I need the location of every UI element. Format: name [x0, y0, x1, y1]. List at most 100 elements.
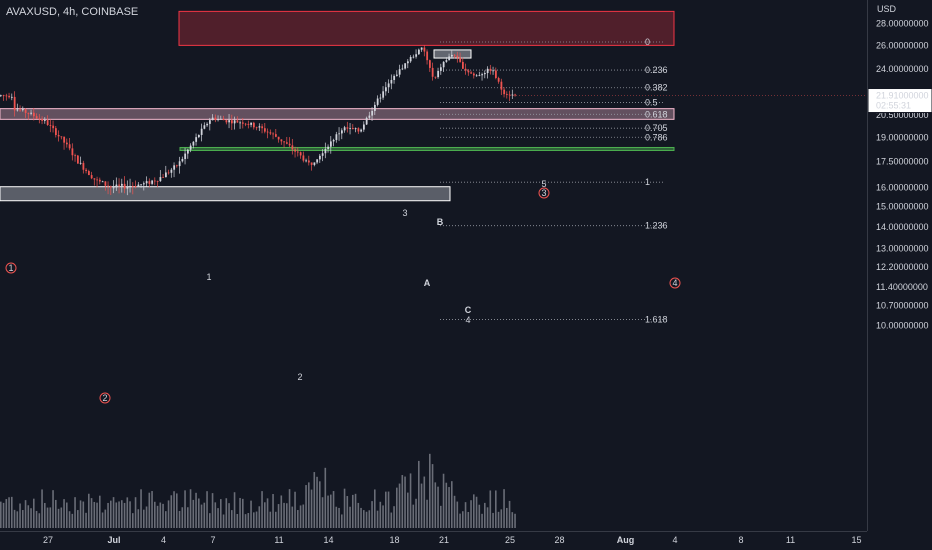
wave-red-1: 1 — [206, 272, 211, 282]
fib-level-label: 0.786 — [645, 132, 668, 142]
fib-level-label: 0.705 — [645, 123, 668, 133]
wave-red-5: 5 — [541, 179, 546, 189]
candle-body — [415, 54, 418, 57]
candle-body — [184, 153, 187, 160]
candle-body — [475, 75, 478, 77]
volume-bar — [354, 493, 357, 528]
candle-body — [442, 61, 445, 68]
candle-body — [486, 68, 489, 74]
volume-bar — [134, 497, 137, 528]
volume-bar — [343, 488, 346, 528]
candle-body — [13, 96, 16, 111]
candle-body — [385, 87, 387, 92]
volume-bar — [242, 498, 244, 528]
volume-bar — [101, 512, 104, 528]
volume-bar — [511, 512, 514, 528]
volume-bar — [159, 502, 162, 528]
candle-body — [107, 185, 110, 187]
volume-bar — [247, 513, 250, 528]
volume-bar — [115, 502, 118, 528]
volume-bar — [13, 509, 16, 528]
volume-bar — [431, 464, 434, 528]
candle-body — [211, 117, 214, 121]
candle-body — [294, 149, 297, 152]
volume-bar — [277, 504, 280, 528]
volume-bar — [46, 507, 49, 528]
candle-body — [352, 128, 354, 130]
current-price-box — [867, 88, 932, 114]
candle-body — [30, 112, 33, 114]
volume-bar — [283, 502, 285, 528]
candle-body — [374, 104, 376, 111]
candle-body — [368, 115, 371, 118]
volume-bar — [294, 491, 296, 528]
candle-body — [503, 89, 506, 95]
candle-body — [316, 159, 319, 163]
candle-body — [473, 73, 475, 76]
candle-body — [445, 60, 448, 62]
candle-body — [321, 153, 324, 156]
candle-body — [434, 76, 437, 78]
price-axis-label: 14.00000000 — [876, 222, 929, 232]
volume-bar — [426, 499, 428, 528]
volume-bar — [255, 511, 258, 528]
candle-body — [418, 49, 420, 55]
candle-body — [288, 143, 291, 146]
volume-bar — [99, 495, 101, 528]
time-axis-label: 15 — [851, 535, 861, 545]
fib-level-label: 0.236 — [645, 65, 668, 75]
candle-body — [176, 165, 178, 167]
candle-body — [393, 75, 396, 80]
volume-bar — [497, 511, 500, 528]
volume-bar — [486, 507, 489, 528]
volume-bar — [467, 511, 470, 528]
candle-body — [77, 155, 79, 164]
volume-bar — [55, 499, 57, 528]
volume-bar — [154, 501, 156, 528]
volume-bar — [143, 509, 145, 528]
volume-bar — [148, 492, 151, 528]
candle-body — [305, 160, 308, 162]
fib-level-label: 1 — [645, 177, 650, 187]
candle-body — [110, 186, 112, 188]
volume-bar — [302, 504, 305, 528]
candle-body — [310, 162, 313, 165]
candle-body — [492, 70, 495, 72]
volume-bar — [349, 506, 351, 528]
candle-body — [495, 70, 497, 79]
candle-body — [302, 155, 305, 161]
candle-body — [68, 144, 71, 149]
volume-bar — [327, 495, 329, 528]
candle-body — [379, 97, 382, 99]
volume-bar — [459, 513, 461, 528]
volume-bar — [475, 496, 478, 528]
candle-body — [96, 179, 99, 181]
candle-body — [233, 120, 236, 124]
volume-bar — [77, 510, 79, 528]
volume-bar — [178, 510, 181, 528]
candle-body — [200, 128, 203, 135]
volume-bar — [27, 505, 30, 528]
wave-red-2: 2 — [297, 372, 302, 382]
candle-body — [423, 47, 426, 52]
volume-bar — [121, 500, 123, 528]
candle-body — [363, 124, 365, 130]
volume-bar — [66, 502, 68, 528]
candle-body — [299, 152, 302, 156]
volume-bar — [473, 494, 475, 528]
volume-bar — [71, 513, 74, 528]
price-axis-label: 26.00000000 — [876, 40, 929, 50]
candle-body — [189, 145, 192, 150]
candle-body — [261, 126, 264, 129]
volume-bar — [165, 511, 167, 528]
candle-body — [220, 118, 222, 120]
candle-body — [412, 56, 415, 58]
candle-body — [225, 120, 228, 123]
volume-bar — [192, 499, 195, 528]
candle-body — [137, 184, 140, 187]
volume-bar — [310, 489, 313, 528]
candle-body — [489, 68, 492, 71]
candle-body — [209, 120, 211, 124]
